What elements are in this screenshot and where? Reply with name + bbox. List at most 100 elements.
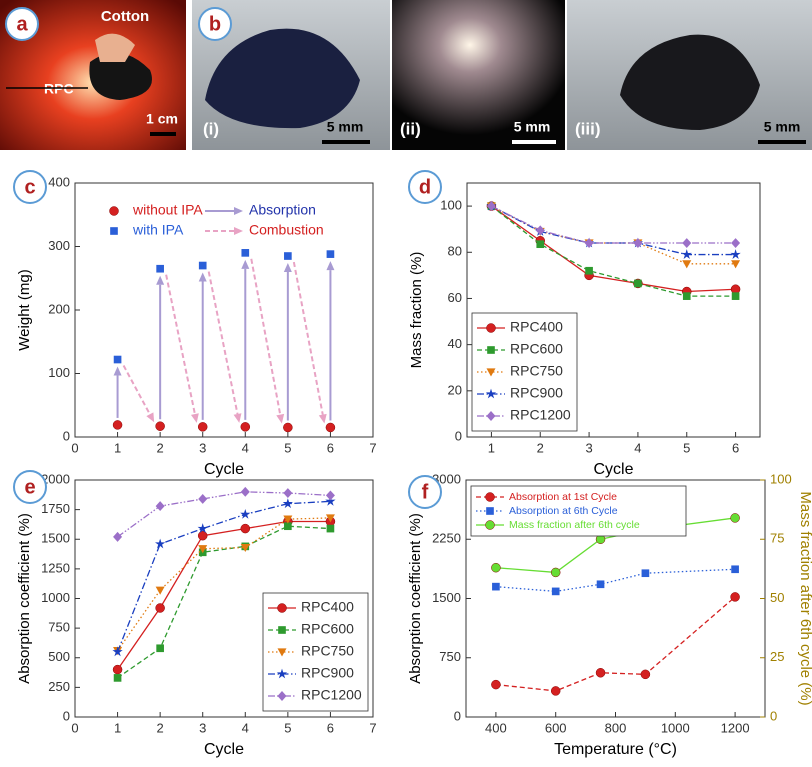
y-tick-label: 200 xyxy=(48,301,70,316)
marker xyxy=(240,508,251,519)
marker xyxy=(584,238,594,248)
y-tick-label: 20 xyxy=(448,382,462,397)
sample xyxy=(620,34,760,131)
arrow xyxy=(165,274,196,415)
y-axis-label: Mass fraction (%) xyxy=(408,252,425,369)
x-tick-label: 4 xyxy=(634,440,641,455)
y-tick-label: 500 xyxy=(48,649,70,664)
marker xyxy=(595,668,606,678)
marker xyxy=(486,201,496,212)
x-tick-label: 2 xyxy=(157,720,164,735)
photo-b: b (i) 5 mm (ii) 5 mm (iii) 5 mm xyxy=(192,0,812,150)
y-axis-label: Absorption coefficient (%) xyxy=(407,513,424,684)
x-tick-label: 5 xyxy=(284,440,291,455)
legend-arrow-head xyxy=(234,227,243,235)
marker xyxy=(283,515,293,524)
marker xyxy=(240,486,250,497)
legend-label: RPC900 xyxy=(301,665,354,681)
legend-marker xyxy=(109,206,119,216)
marker xyxy=(550,686,561,696)
arrow-head xyxy=(326,261,335,271)
x-tick-label: 5 xyxy=(683,440,690,455)
arrow-head xyxy=(190,413,199,423)
x-tick-label: 1000 xyxy=(661,720,690,735)
x-tick-label: 2 xyxy=(157,440,164,455)
x-tick-label: 7 xyxy=(369,440,376,455)
panel-label: f xyxy=(422,481,429,503)
legend-marker xyxy=(485,492,495,502)
x-tick-label: 4 xyxy=(242,720,249,735)
y-tick-label: 1000 xyxy=(41,590,70,605)
series-line xyxy=(495,568,736,593)
scale-label: 5 mm xyxy=(514,119,551,135)
sample xyxy=(89,52,152,100)
marker xyxy=(241,249,250,257)
sub-label: (i) xyxy=(203,119,219,138)
marker xyxy=(240,543,250,553)
marker xyxy=(535,225,545,236)
y2-tick-label: 100 xyxy=(770,471,792,486)
legend-frame xyxy=(470,485,687,537)
marker xyxy=(282,498,293,509)
cotton xyxy=(95,33,135,62)
arrow xyxy=(250,258,282,415)
marker xyxy=(112,646,123,657)
panel-label: d xyxy=(419,176,431,198)
y-tick-label: 0 xyxy=(454,708,461,723)
marker xyxy=(197,523,208,533)
panel-circle xyxy=(408,475,442,509)
marker xyxy=(682,238,692,248)
marker xyxy=(198,261,207,270)
legend-marker xyxy=(277,691,287,701)
y-tick-label: 0 xyxy=(63,428,70,443)
legend-label: RPC750 xyxy=(510,363,563,379)
legend-label: RPC600 xyxy=(301,621,354,637)
x-axis-label: Cycle xyxy=(204,461,244,478)
marker xyxy=(325,422,336,433)
panel-label: c xyxy=(24,176,35,198)
marker xyxy=(491,562,501,573)
y-tick-label: 1250 xyxy=(41,560,70,575)
marker xyxy=(731,565,739,574)
marker xyxy=(730,513,740,523)
arrow-head xyxy=(146,412,155,423)
plot-frame xyxy=(466,182,761,438)
arrow-head xyxy=(318,413,327,424)
y-tick-label: 1500 xyxy=(432,590,461,605)
marker xyxy=(198,545,208,554)
marker xyxy=(681,249,692,259)
panel-circle xyxy=(5,7,39,41)
panel-circle xyxy=(13,170,47,204)
marker xyxy=(155,586,165,595)
marker xyxy=(113,674,122,682)
series-line xyxy=(495,596,736,692)
legend-label: RPC400 xyxy=(510,319,563,335)
marker xyxy=(682,292,691,300)
y-tick-label: 80 xyxy=(448,244,462,259)
x-tick-label: 3 xyxy=(199,720,206,735)
marker xyxy=(112,420,123,430)
arrow xyxy=(207,271,239,415)
arrow xyxy=(292,261,324,415)
marker xyxy=(550,567,561,578)
marker xyxy=(491,679,501,690)
legend-label: RPC1200 xyxy=(301,687,362,703)
scale-label: 5 mm xyxy=(764,119,801,135)
legend-label: without IPA xyxy=(132,202,203,218)
legend-marker xyxy=(110,227,118,235)
y2-tick-label: 0 xyxy=(770,708,777,723)
legend-label: with IPA xyxy=(132,222,184,238)
marker xyxy=(240,422,251,432)
x-tick-label: 800 xyxy=(605,720,627,735)
y-tick-label: 2000 xyxy=(41,471,70,486)
x-axis-label: Cycle xyxy=(204,741,244,758)
series-line xyxy=(117,491,331,538)
marker xyxy=(640,669,651,680)
scale-label: 1 cm xyxy=(146,111,178,127)
arrow-head xyxy=(283,263,292,273)
marker xyxy=(325,490,335,501)
series-line xyxy=(491,205,736,293)
y2-tick-label: 25 xyxy=(770,649,784,664)
marker xyxy=(113,355,122,364)
